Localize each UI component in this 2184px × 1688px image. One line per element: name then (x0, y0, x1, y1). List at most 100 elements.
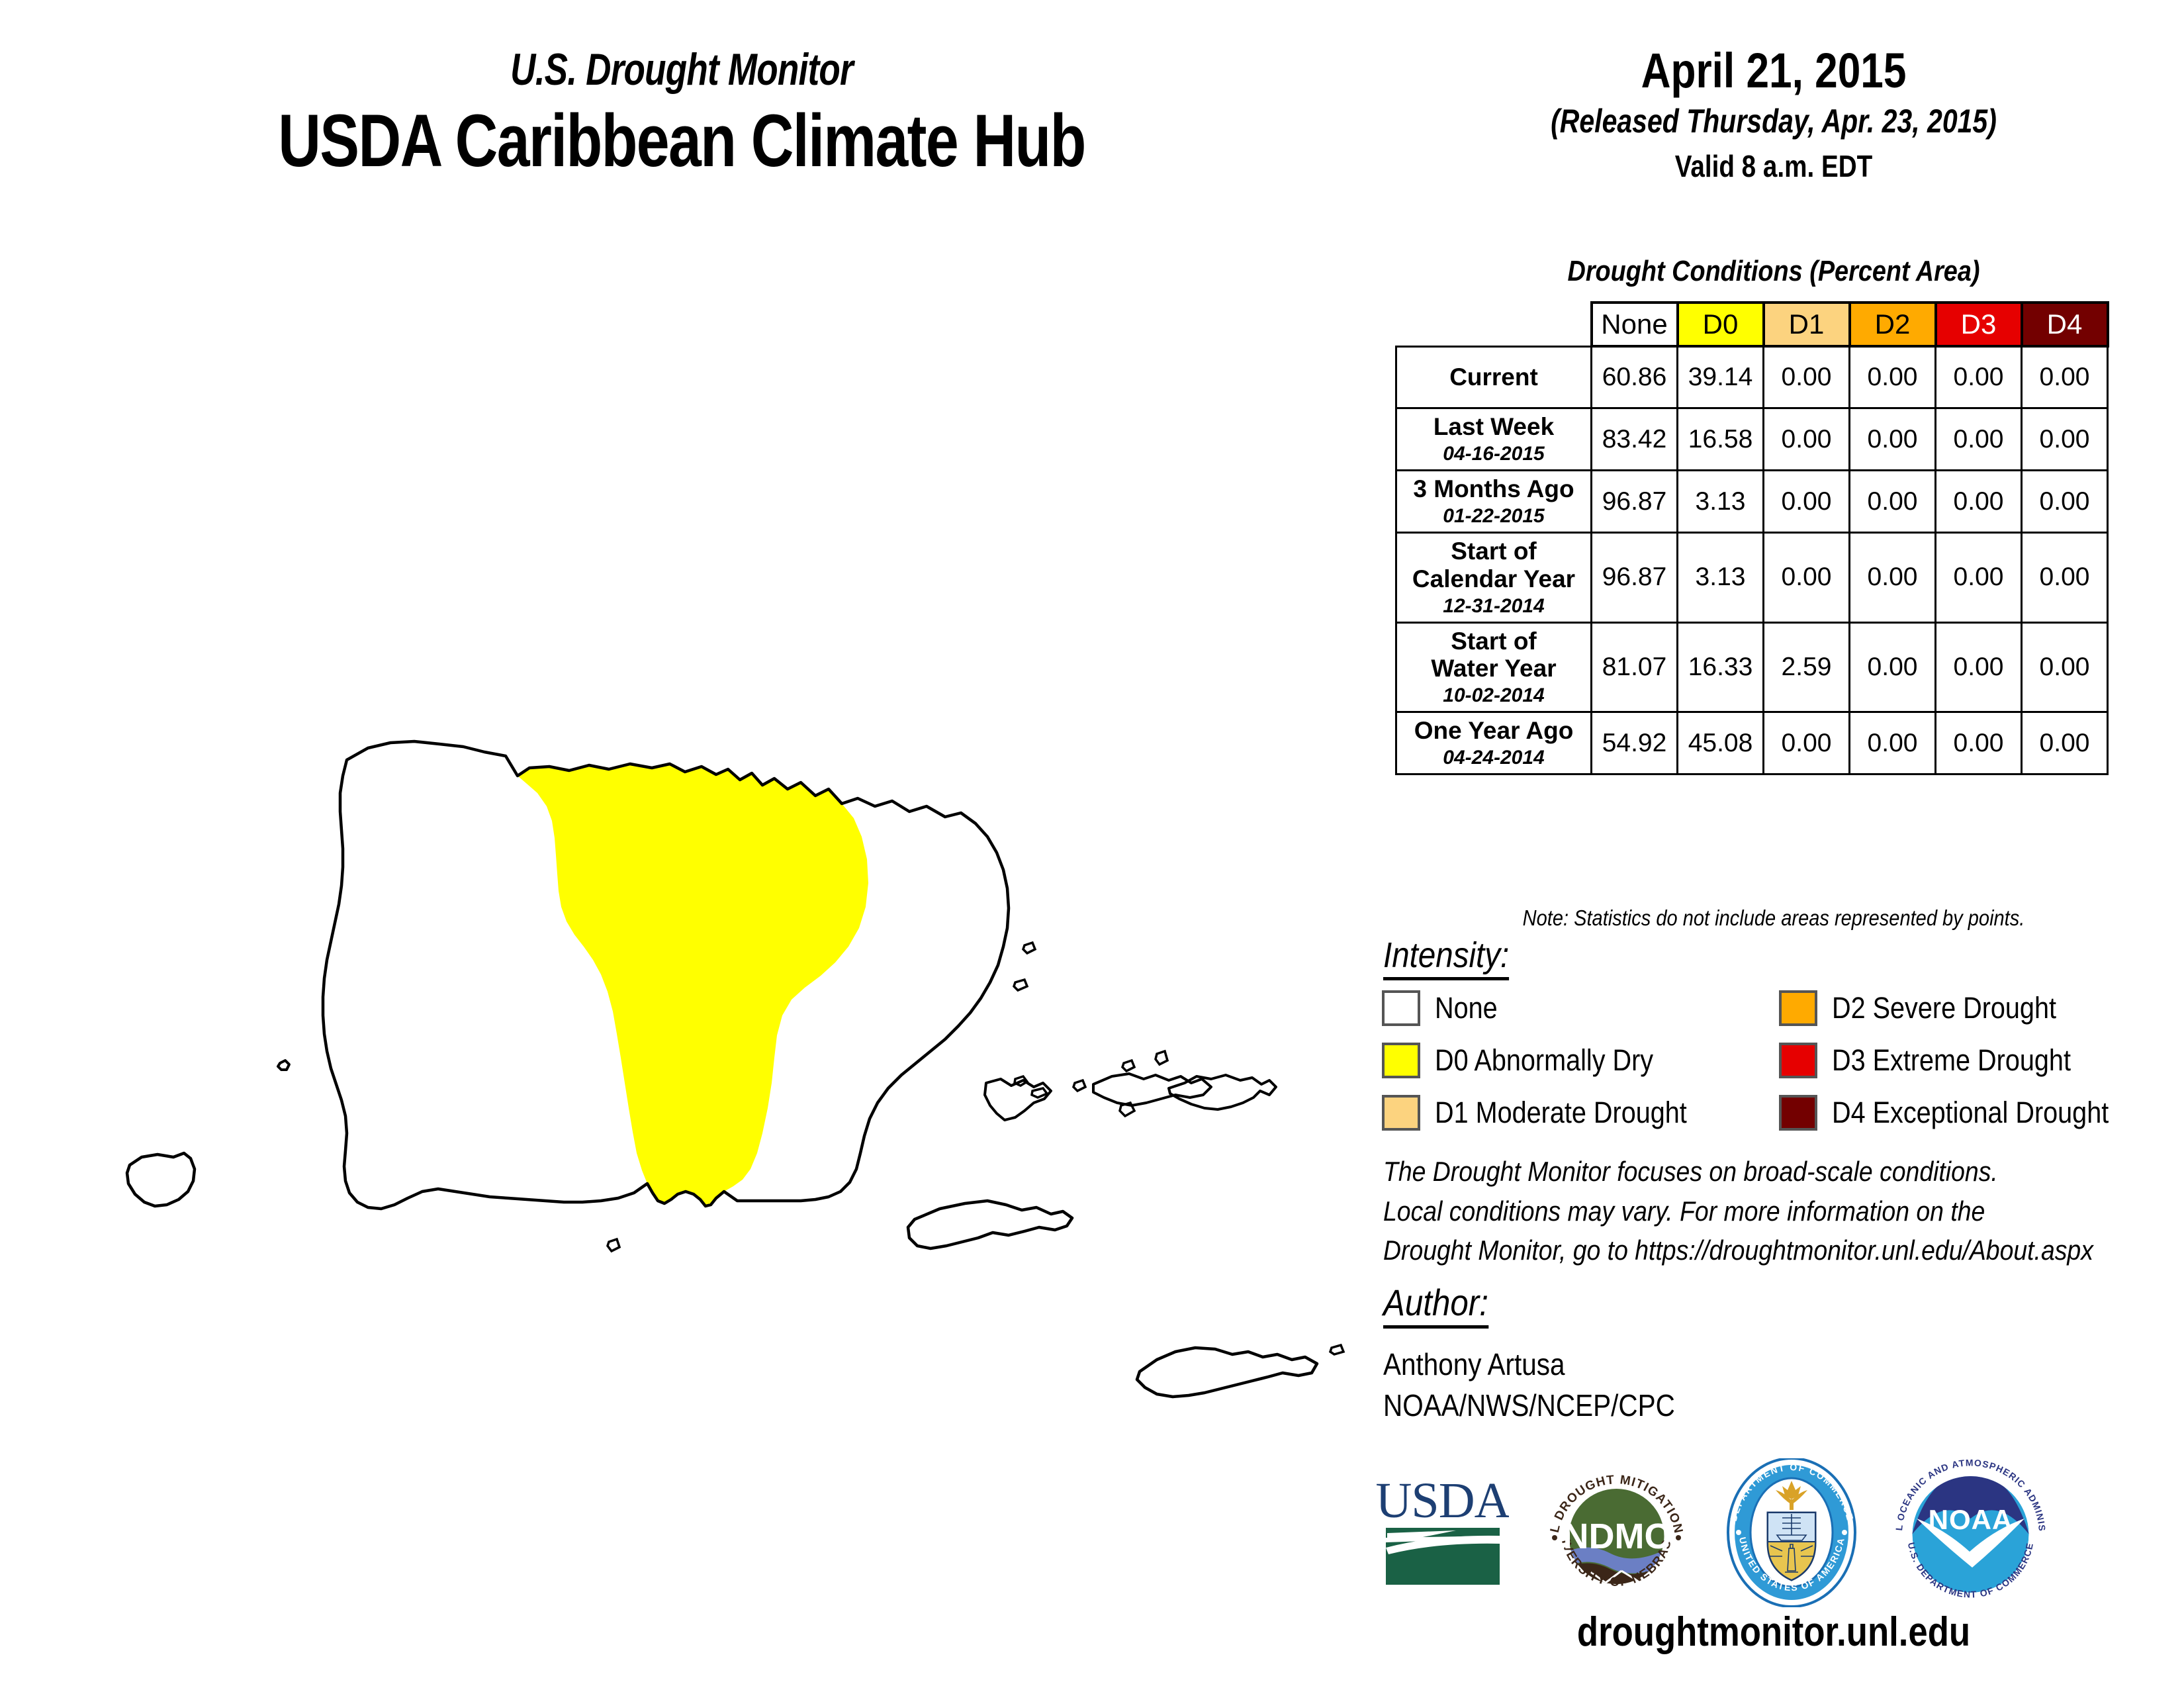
legend-item: D4 Exceptional Drought (1779, 1094, 2183, 1131)
legend-label: None (1435, 990, 1498, 1025)
cell-d3: 0.00 (1934, 406, 2023, 472)
author-heading: Author: (1383, 1281, 1488, 1329)
st-croix-island-outline (1135, 1346, 1319, 1399)
table-header-row: None D0 D1 D2 D3 D4 (1396, 301, 2109, 348)
st-thomas-islet-a (1120, 1058, 1136, 1073)
column-header-d1: D1 (1762, 301, 1851, 348)
pr-south-islet (606, 1237, 621, 1253)
column-header-d4: D4 (2020, 301, 2109, 348)
cell-d4: 0.00 (2021, 621, 2109, 714)
legend-label: D1 Moderate Drought (1435, 1095, 1687, 1129)
desecheo-island-outline (277, 1059, 291, 1071)
st-thomas-islet-d (1118, 1101, 1136, 1118)
cell-d3: 0.00 (1934, 469, 2023, 534)
row-date: 12-31-2014 (1443, 594, 1545, 617)
legend-item: D0 Abnormally Dry (1382, 1042, 1779, 1078)
legend-swatch (1779, 1042, 1817, 1078)
legend-label: D3 Extreme Drought (1832, 1043, 2071, 1077)
noaa-logo-svg: NOAA NATIONAL OCEANIC AND ATMOSPHERIC AD… (1889, 1446, 2047, 1600)
legend-swatch (1382, 1042, 1420, 1078)
disclaimer-line-3: Drought Monitor, go to https://droughtmo… (1383, 1235, 2093, 1266)
cell-none: 81.07 (1590, 621, 1678, 714)
cell-d1: 0.00 (1762, 345, 1850, 409)
mona-island-outline (125, 1151, 197, 1208)
table-row: 3 Months Ago 01-22-2015 96.87 3.13 0.00 0.00 0… (1395, 469, 2109, 534)
st-john-island-outline (1167, 1074, 1277, 1111)
legend-item: None (1382, 990, 1779, 1026)
puerto-rico-outline (321, 739, 1011, 1211)
author-name: Anthony Artusa (1383, 1347, 1565, 1382)
column-header-d0: D0 (1676, 301, 1765, 348)
ndmc-logo-svg: NATIONAL DROUGHT MITIGATION CENTER UNIVE… (1537, 1448, 1684, 1589)
cell-d1: 0.00 (1762, 469, 1850, 534)
table-body: Current 60.86 39.14 0.00 0.00 0.00 0.00 Last We… (1395, 345, 2109, 776)
row-date: 04-16-2015 (1443, 443, 1545, 465)
author-affiliation: NOAA/NWS/NCEP/CPC (1383, 1388, 1675, 1423)
logo-row: USDA (1376, 1446, 2138, 1614)
table-corner-cell (1396, 303, 1592, 346)
doc-eagle-icon (1776, 1480, 1807, 1510)
cell-d0: 39.14 (1676, 345, 1764, 409)
intensity-heading-label: Intensity: (1383, 935, 1510, 980)
usda-field-graphic (1386, 1528, 1500, 1585)
column-header-none: None (1590, 301, 1679, 348)
row-label: Last Week 04-16-2015 (1395, 406, 1592, 472)
pr-east-islet-a (1021, 941, 1037, 955)
noaa-logo: NOAA NATIONAL OCEANIC AND ATMOSPHERIC AD… (1889, 1446, 2048, 1614)
usda-logo: USDA (1376, 1470, 1512, 1599)
table-row: One Year Ago 04-24-2014 54.92 45.08 0.00 0.00… (1395, 710, 2109, 776)
cell-none: 60.86 (1590, 345, 1678, 409)
ndmc-wordmark: NDMC (1563, 1517, 1670, 1556)
row-date: 04-24-2014 (1443, 747, 1545, 769)
cell-d2: 0.00 (1848, 532, 1936, 624)
cell-d1: 2.59 (1762, 621, 1850, 714)
legend-label: D4 Exceptional Drought (1832, 1095, 2109, 1129)
intensity-heading: Intensity: (1383, 935, 1510, 980)
drought-map (0, 218, 1363, 1575)
page-title: USDA Caribbean Climate Hub (278, 99, 1086, 183)
doc-seal: DEPARTMENT OF COMMERCE UNITED STATES OF … (1724, 1456, 1860, 1611)
cell-d4: 0.00 (2021, 345, 2109, 409)
legend-item: D2 Severe Drought (1779, 990, 2183, 1026)
table-row: Start of Water Year 10-02-2014 81.07 16.33 2.… (1395, 621, 2109, 714)
cell-d2: 0.00 (1848, 469, 1936, 534)
date-block: April 21, 2015 (Released Thursday, Apr. … (1363, 46, 2184, 183)
cell-d4: 0.00 (2021, 532, 2109, 624)
row-label: One Year Ago 04-24-2014 (1395, 710, 1592, 776)
cell-none: 54.92 (1590, 710, 1678, 776)
disclaimer-text: The Drought Monitor focuses on broad-sca… (1383, 1152, 2102, 1270)
valid-time: Valid 8 a.m. EDT (1674, 149, 1873, 183)
cell-d0: 3.13 (1676, 532, 1764, 624)
column-header-d3: D3 (1934, 301, 2023, 348)
cell-d1: 0.00 (1762, 710, 1850, 776)
culebra-islet-a (1013, 1074, 1029, 1087)
legend-item: D3 Extreme Drought (1779, 1042, 2183, 1078)
cell-d4: 0.00 (2021, 406, 2109, 472)
doc-ship-icon (1776, 1513, 1807, 1541)
program-name: U.S. Drought Monitor (510, 44, 853, 95)
table-note: Note: Statistics do not include areas re… (1522, 906, 2025, 930)
cell-d0: 45.08 (1676, 710, 1764, 776)
doc-lighthouse-icon (1769, 1543, 1814, 1573)
cell-none: 96.87 (1590, 532, 1678, 624)
column-header-d2: D2 (1848, 301, 1937, 348)
release-date: (Released Thursday, Apr. 23, 2015) (1551, 103, 1997, 140)
legend-item: D1 Moderate Drought (1382, 1094, 1779, 1131)
usda-logo-svg: USDA (1376, 1473, 1512, 1585)
st-thomas-island-outline (1092, 1072, 1212, 1107)
doc-shield-icon (1766, 1511, 1817, 1581)
cell-d3: 0.00 (1934, 532, 2023, 624)
table-caption: Drought Conditions (Percent Area) (1567, 255, 1980, 287)
cell-d2: 0.00 (1848, 406, 1936, 472)
cell-d4: 0.00 (2021, 469, 2109, 534)
author-info: Anthony Artusa NOAA/NWS/NCEP/CPC (1383, 1344, 1675, 1426)
cell-d4: 0.00 (2021, 710, 2109, 776)
d0-drought-region (518, 764, 868, 1206)
vieques-island-outline (906, 1199, 1074, 1250)
cell-d0: 16.58 (1676, 406, 1764, 472)
disclaimer-line-1: The Drought Monitor focuses on broad-sca… (1383, 1156, 1998, 1187)
row-date: 01-22-2015 (1443, 505, 1545, 528)
row-date: 10-02-2014 (1443, 684, 1545, 707)
legend-swatch (1382, 1094, 1420, 1131)
st-croix-islet (1328, 1343, 1345, 1356)
